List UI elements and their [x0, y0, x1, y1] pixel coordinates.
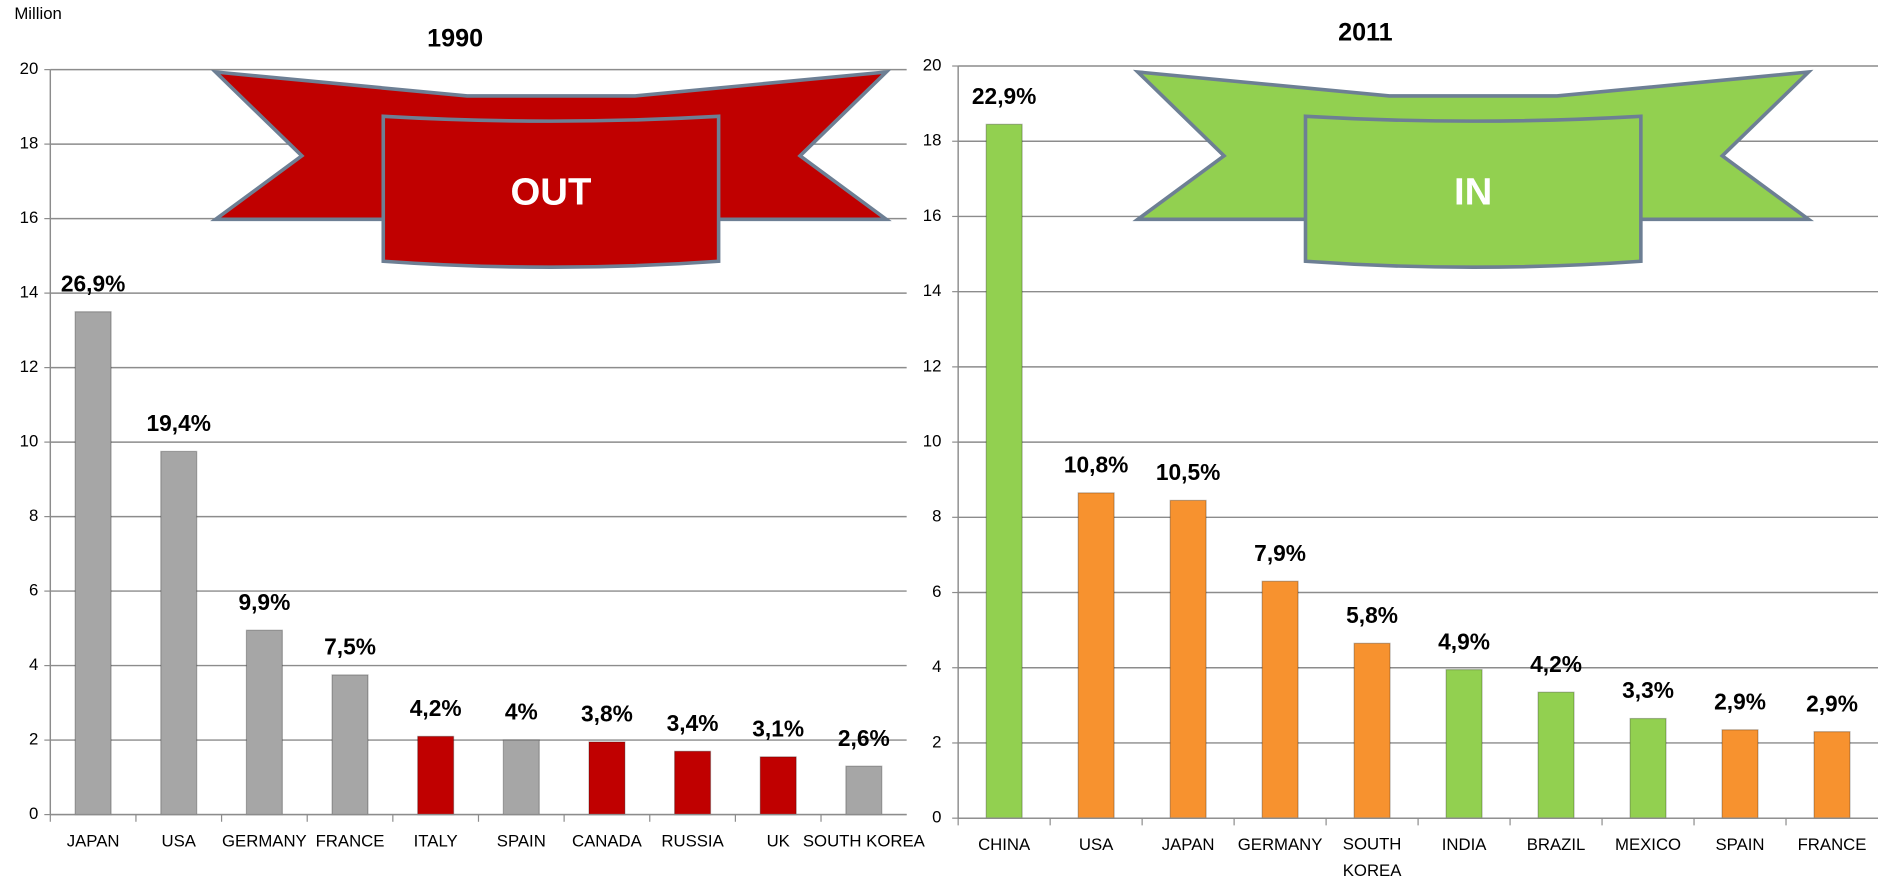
y-tick-label: 14 [923, 281, 942, 300]
x-tick-label: CHINA [978, 835, 1031, 854]
bar [74, 311, 112, 816]
x-tick-label: BRAZIL [1527, 835, 1586, 854]
bar [1261, 580, 1299, 819]
bar [1629, 717, 1667, 819]
y-tick-label: 12 [923, 356, 942, 375]
x-tick-label: JAPAN [67, 832, 120, 851]
share-label: 3,1% [752, 716, 804, 742]
share-label: 5,8% [1346, 602, 1398, 628]
y-tick-label: 6 [932, 582, 941, 601]
share-label: 9,9% [238, 589, 290, 615]
y-tick-label: 16 [20, 208, 39, 227]
share-label: 7,9% [1254, 540, 1306, 566]
bar [845, 765, 883, 816]
y-tick-label: 12 [20, 357, 39, 376]
bar [160, 450, 198, 816]
y-tick-label: 8 [932, 507, 941, 526]
share-label: 4,2% [1530, 651, 1582, 677]
bar [674, 750, 712, 816]
bar [245, 629, 283, 816]
x-tick-label: USA [1079, 835, 1114, 854]
x-tick-label: RUSSIA [661, 832, 724, 851]
x-tick-label: UK [767, 832, 790, 851]
y-tick-label: 20 [20, 59, 39, 78]
x-tick-label: ITALY [414, 832, 458, 851]
share-label: 2,9% [1806, 690, 1858, 716]
share-label: 3,3% [1622, 677, 1674, 703]
bar [1721, 729, 1759, 819]
y-tick-label: 4 [932, 657, 941, 676]
banner: OUT [210, 69, 892, 270]
x-tick-label: SPAIN [497, 832, 546, 851]
x-tick-label: SOUTH KOREA [803, 832, 926, 851]
y-tick-label: 16 [923, 206, 942, 225]
x-tick-label: JAPAN [1162, 835, 1215, 854]
share-label: 2,6% [838, 725, 890, 751]
x-tick-label: USA [162, 832, 197, 851]
y-tick-label: 6 [29, 581, 38, 600]
bar [331, 674, 369, 816]
share-label: 10,8% [1064, 452, 1129, 478]
y-tick-label: 0 [932, 808, 941, 827]
share-label: 2,9% [1714, 688, 1766, 714]
y-tick-label: 18 [923, 131, 942, 150]
y-tick-label: 4 [29, 655, 38, 674]
y-tick-label: 10 [20, 432, 39, 451]
share-label: 3,8% [581, 701, 633, 727]
chart-title: 1990 [427, 24, 483, 52]
chart-title: 2011 [1338, 18, 1393, 46]
bar [1813, 731, 1851, 819]
bar [1169, 499, 1207, 819]
bar [1445, 669, 1483, 819]
banner: IN [1132, 69, 1815, 270]
bar [1077, 492, 1115, 819]
x-tick-label: MEXICO [1615, 835, 1681, 854]
share-label: 4,9% [1438, 628, 1490, 654]
share-label: 26,9% [61, 270, 126, 296]
share-label: 4% [505, 699, 538, 725]
x-tick-label: SPAIN [1716, 835, 1765, 854]
y-axis-label: Million [14, 4, 61, 23]
x-tick-label: CANADA [572, 832, 643, 851]
bar [502, 739, 540, 816]
bar [417, 735, 455, 816]
y-tick-label: 2 [29, 730, 38, 749]
share-label: 3,4% [667, 710, 719, 736]
x-tick-label: INDIA [1442, 835, 1488, 854]
share-label: 10,5% [1156, 459, 1221, 485]
bar [985, 123, 1023, 819]
x-tick-label: GERMANY [222, 832, 307, 851]
banner-text: IN [1454, 170, 1492, 213]
x-tick-label: FRANCE [1798, 835, 1867, 854]
share-label: 7,5% [324, 634, 376, 660]
banner-text: OUT [511, 170, 592, 213]
y-tick-label: 20 [923, 55, 942, 74]
y-tick-label: 2 [932, 732, 941, 751]
x-tick-label: SOUTH KOREA [1343, 835, 1402, 880]
bar [759, 756, 797, 816]
y-tick-label: 0 [29, 804, 38, 823]
bar [1353, 642, 1391, 819]
share-label: 19,4% [146, 410, 211, 436]
y-tick-label: 18 [20, 134, 39, 153]
y-tick-label: 10 [923, 432, 942, 451]
y-tick-label: 8 [29, 506, 38, 525]
x-tick-label: GERMANY [1238, 835, 1323, 854]
bar [588, 741, 626, 816]
x-tick-label: FRANCE [316, 832, 385, 851]
y-tick-label: 14 [20, 283, 39, 302]
share-label: 22,9% [972, 83, 1037, 109]
share-label: 4,2% [410, 695, 462, 721]
bar [1537, 691, 1575, 819]
